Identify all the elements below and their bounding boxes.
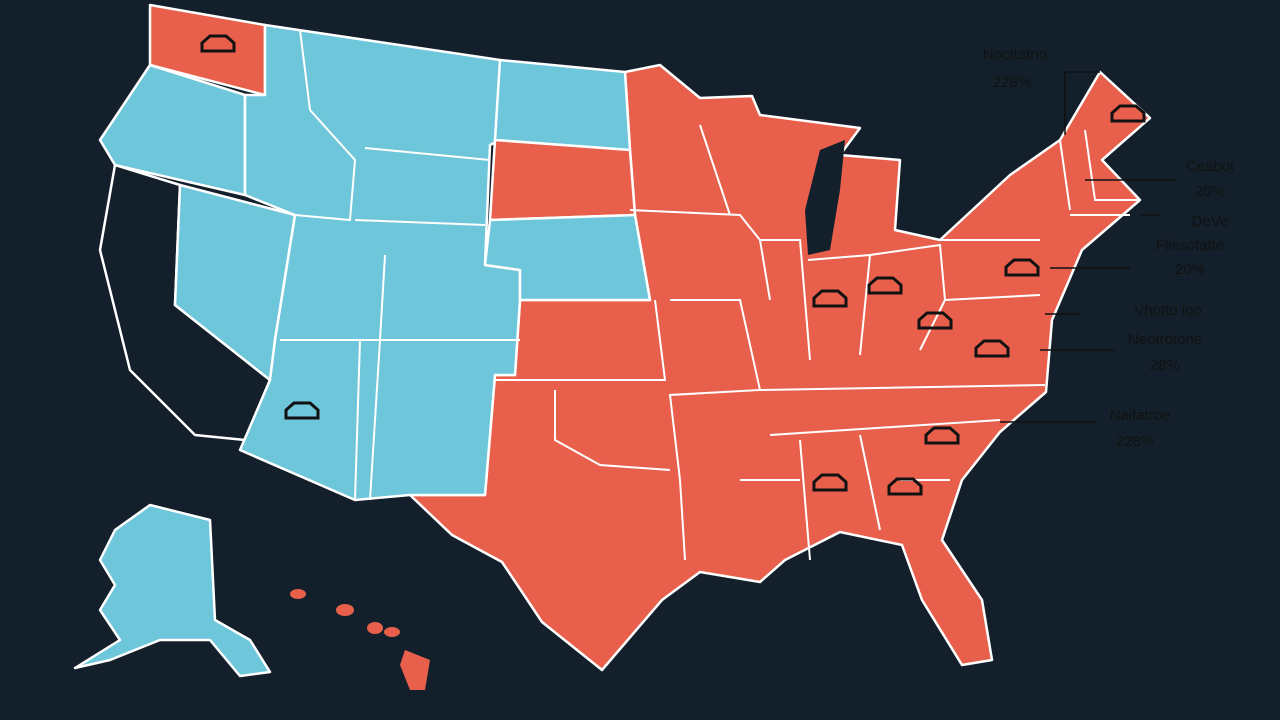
callout-text: DeVe bbox=[1192, 213, 1229, 230]
callout-labels: Nocttatno 228% Ceabot 20% DeVe Flissotatte 20%… bbox=[983, 46, 1235, 450]
oregon bbox=[98, 63, 247, 197]
nebraska bbox=[483, 213, 652, 302]
callout-text: Naifatroe bbox=[1110, 407, 1171, 424]
callout-text: 20% bbox=[1195, 183, 1225, 200]
hawaii bbox=[290, 589, 430, 690]
callout-text: Ceabot bbox=[1186, 158, 1235, 175]
callout-text: Flissotatte bbox=[1156, 237, 1224, 254]
west-states bbox=[238, 23, 522, 502]
callout-text: Neotrotone bbox=[1128, 331, 1202, 348]
car-icons bbox=[200, 34, 1146, 496]
callout-text: 228% bbox=[1116, 433, 1154, 450]
lake bbox=[805, 140, 845, 255]
leader-lines bbox=[1000, 71, 1175, 423]
callout-text: Vhotto ioo bbox=[1134, 302, 1202, 319]
north-dakota bbox=[493, 58, 632, 152]
alaska bbox=[73, 503, 272, 678]
callout-text: 28% bbox=[1150, 357, 1180, 374]
south-dakota bbox=[488, 138, 637, 222]
callout-text: Nocttatno bbox=[983, 46, 1047, 63]
state-borders bbox=[280, 29, 1140, 561]
callout-text: 20% bbox=[1175, 261, 1205, 278]
callout-text: 228% bbox=[993, 74, 1031, 91]
